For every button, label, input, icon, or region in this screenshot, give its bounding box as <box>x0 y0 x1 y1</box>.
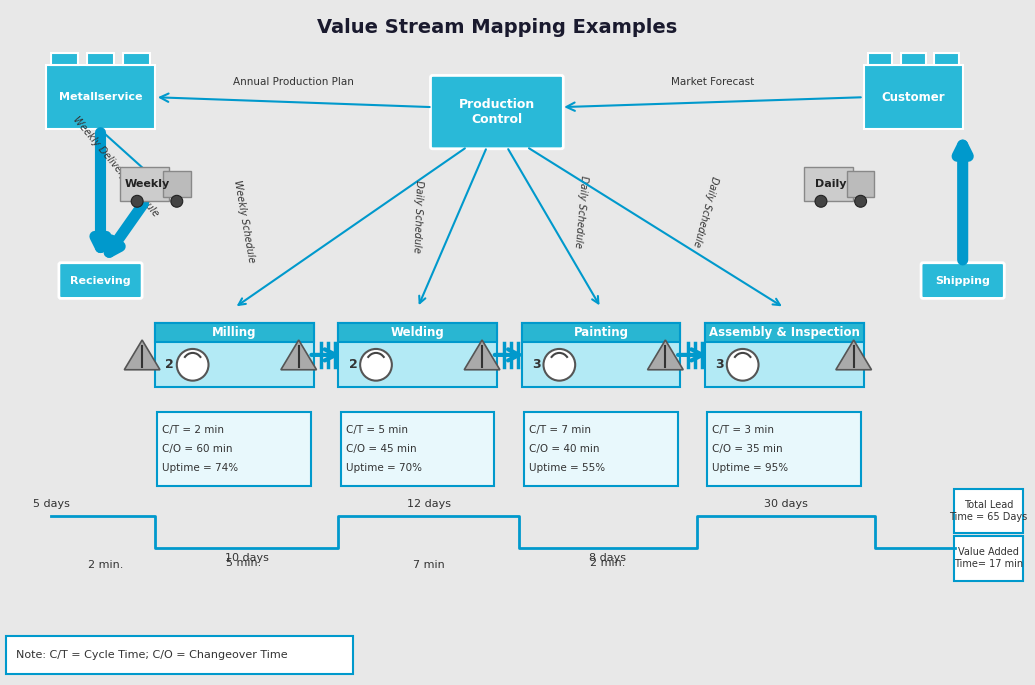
FancyBboxPatch shape <box>934 53 958 65</box>
Text: Shipping: Shipping <box>936 275 990 286</box>
FancyBboxPatch shape <box>867 53 892 65</box>
Circle shape <box>177 349 208 381</box>
Circle shape <box>543 349 575 381</box>
Text: Milling: Milling <box>212 326 257 339</box>
Text: Annual Production Plan: Annual Production Plan <box>233 77 354 87</box>
Text: C/O = 60 min: C/O = 60 min <box>162 444 233 454</box>
Text: 12 days: 12 days <box>407 499 450 510</box>
FancyBboxPatch shape <box>708 412 861 486</box>
Text: Uptime = 70%: Uptime = 70% <box>346 462 422 473</box>
FancyBboxPatch shape <box>155 323 314 387</box>
Text: 2: 2 <box>166 358 174 371</box>
Text: 5 min.: 5 min. <box>226 558 261 568</box>
Text: 30 days: 30 days <box>764 499 808 510</box>
FancyBboxPatch shape <box>705 323 863 342</box>
Text: Painting: Painting <box>573 326 628 339</box>
Polygon shape <box>280 340 317 370</box>
FancyBboxPatch shape <box>921 263 1004 299</box>
FancyBboxPatch shape <box>341 412 495 486</box>
FancyBboxPatch shape <box>900 53 925 65</box>
Text: Uptime = 95%: Uptime = 95% <box>712 462 789 473</box>
Polygon shape <box>648 340 683 370</box>
Text: 3: 3 <box>532 358 541 371</box>
FancyBboxPatch shape <box>522 323 680 342</box>
Circle shape <box>360 349 392 381</box>
FancyBboxPatch shape <box>522 323 680 387</box>
FancyBboxPatch shape <box>157 412 312 486</box>
Text: 3: 3 <box>715 358 724 371</box>
FancyBboxPatch shape <box>705 323 863 387</box>
Text: 10 days: 10 days <box>225 553 269 563</box>
Text: Value Stream Mapping Examples: Value Stream Mapping Examples <box>317 18 677 38</box>
Text: 8 days: 8 days <box>589 553 626 563</box>
Text: Note: C/T = Cycle Time; C/O = Changeover Time: Note: C/T = Cycle Time; C/O = Changeover… <box>17 650 288 660</box>
Circle shape <box>727 349 759 381</box>
Text: Value Added
Time= 17 min: Value Added Time= 17 min <box>954 547 1023 569</box>
Circle shape <box>131 195 143 208</box>
FancyBboxPatch shape <box>120 166 169 201</box>
Text: Daily Schedule: Daily Schedule <box>573 175 589 248</box>
Text: C/O = 40 min: C/O = 40 min <box>529 444 599 454</box>
Text: Daily Schedule: Daily Schedule <box>690 175 719 247</box>
FancyBboxPatch shape <box>162 171 190 197</box>
Text: Production
Control: Production Control <box>459 98 535 126</box>
Text: Customer: Customer <box>882 90 945 103</box>
FancyBboxPatch shape <box>847 171 875 197</box>
Text: Weekly Delivery Schedule: Weekly Delivery Schedule <box>70 114 160 219</box>
Text: C/T = 2 min: C/T = 2 min <box>162 425 225 436</box>
Text: Uptime = 74%: Uptime = 74% <box>162 462 238 473</box>
Polygon shape <box>836 340 871 370</box>
Text: C/T = 3 min: C/T = 3 min <box>712 425 774 436</box>
Text: C/T = 5 min: C/T = 5 min <box>346 425 408 436</box>
Text: 5 days: 5 days <box>32 499 69 510</box>
Text: Uptime = 55%: Uptime = 55% <box>529 462 605 473</box>
FancyBboxPatch shape <box>431 75 563 149</box>
Text: Weekly: Weekly <box>124 179 170 190</box>
Text: 7 min: 7 min <box>413 560 444 570</box>
FancyBboxPatch shape <box>863 65 963 129</box>
FancyBboxPatch shape <box>51 53 78 65</box>
Text: C/O = 35 min: C/O = 35 min <box>712 444 783 454</box>
Circle shape <box>171 195 183 208</box>
Text: 2: 2 <box>349 358 357 371</box>
Circle shape <box>855 195 866 208</box>
Text: Assembly & Inspection: Assembly & Inspection <box>709 326 860 339</box>
FancyBboxPatch shape <box>6 636 353 674</box>
FancyBboxPatch shape <box>46 65 155 129</box>
FancyBboxPatch shape <box>123 53 150 65</box>
Text: Metallservice: Metallservice <box>59 92 142 102</box>
Polygon shape <box>465 340 500 370</box>
Text: Welding: Welding <box>391 326 444 339</box>
Text: Market Forecast: Market Forecast <box>671 77 755 87</box>
Text: C/O = 45 min: C/O = 45 min <box>346 444 416 454</box>
Text: Daily: Daily <box>816 179 847 190</box>
Text: Weekly Schedule: Weekly Schedule <box>232 179 257 263</box>
FancyBboxPatch shape <box>954 536 1024 581</box>
FancyBboxPatch shape <box>954 488 1024 534</box>
FancyBboxPatch shape <box>524 412 678 486</box>
Text: Total Lead
Time = 65 Days: Total Lead Time = 65 Days <box>949 500 1028 522</box>
FancyBboxPatch shape <box>804 166 853 201</box>
FancyBboxPatch shape <box>87 53 114 65</box>
Text: 2 min.: 2 min. <box>590 558 625 568</box>
Text: Daily Schedule: Daily Schedule <box>411 179 424 253</box>
FancyBboxPatch shape <box>338 323 497 342</box>
FancyBboxPatch shape <box>155 323 314 342</box>
Text: C/T = 7 min: C/T = 7 min <box>529 425 591 436</box>
Polygon shape <box>124 340 160 370</box>
Text: 2 min.: 2 min. <box>88 560 123 570</box>
FancyBboxPatch shape <box>338 323 497 387</box>
FancyBboxPatch shape <box>59 263 142 299</box>
Circle shape <box>815 195 827 208</box>
Text: Recieving: Recieving <box>70 275 130 286</box>
